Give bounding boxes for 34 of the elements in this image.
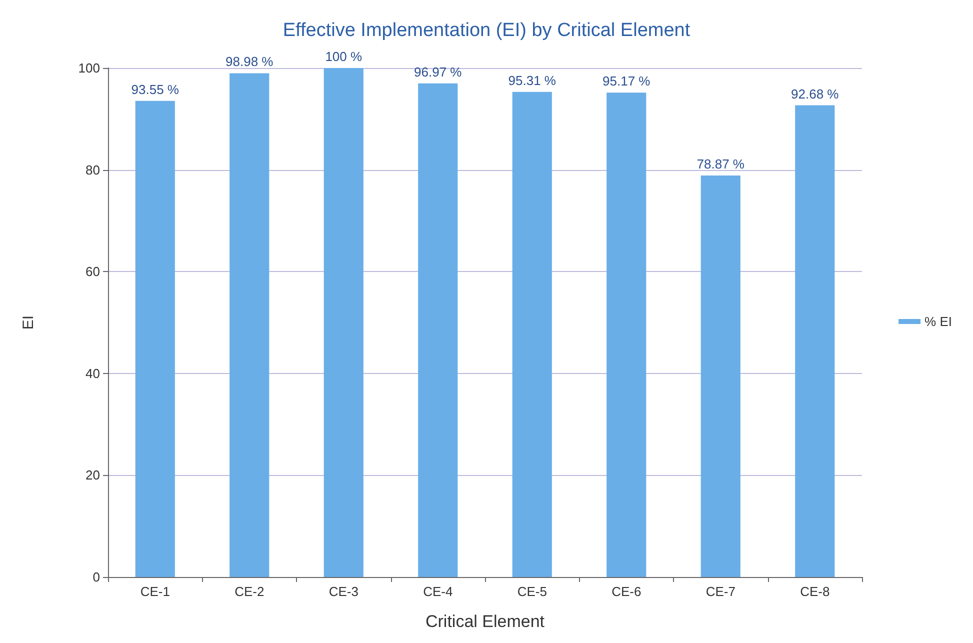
y-tick-label: 80: [86, 162, 100, 178]
bar: [512, 92, 552, 577]
x-tick-label: CE-5: [517, 584, 547, 599]
x-tick-label: CE-6: [612, 584, 642, 599]
bar: [324, 68, 364, 577]
bar: [230, 73, 270, 577]
y-tick-label: 0: [92, 570, 100, 584]
data-label: 78.87 %: [696, 156, 745, 172]
x-tick-label: CE-8: [800, 584, 830, 599]
x-axis-title: Critical Element: [425, 612, 545, 631]
x-tick-label: CE-2: [234, 584, 264, 599]
bar: [795, 105, 835, 577]
legend-label: % EI: [924, 314, 952, 329]
data-label: 96.97 %: [414, 64, 462, 80]
y-axis-title: EI: [20, 315, 37, 330]
y-tick-label: 100: [78, 60, 100, 76]
data-label: 98.98 %: [226, 54, 274, 70]
data-label: 95.17 %: [602, 74, 651, 89]
bar: [700, 176, 740, 577]
y-tick-label: 60: [86, 264, 100, 280]
data-label: 92.68 %: [791, 86, 840, 102]
data-label: 93.55 %: [131, 82, 180, 97]
x-tick-label: CE-4: [423, 584, 453, 599]
chart-title: Effective Implementation (EI) by Critical Element: [282, 20, 691, 41]
x-tick-label: CE-7: [706, 584, 736, 599]
y-tick-label: 40: [86, 366, 100, 381]
bar: [135, 100, 175, 577]
data-label: 100 %: [325, 49, 362, 64]
bar: [606, 92, 646, 577]
y-tick-label: 20: [86, 468, 100, 483]
x-tick-label: CE-1: [140, 584, 170, 599]
data-label: 95.31 %: [508, 72, 556, 88]
bar: [418, 83, 458, 577]
x-tick-label: CE-3: [328, 584, 358, 599]
